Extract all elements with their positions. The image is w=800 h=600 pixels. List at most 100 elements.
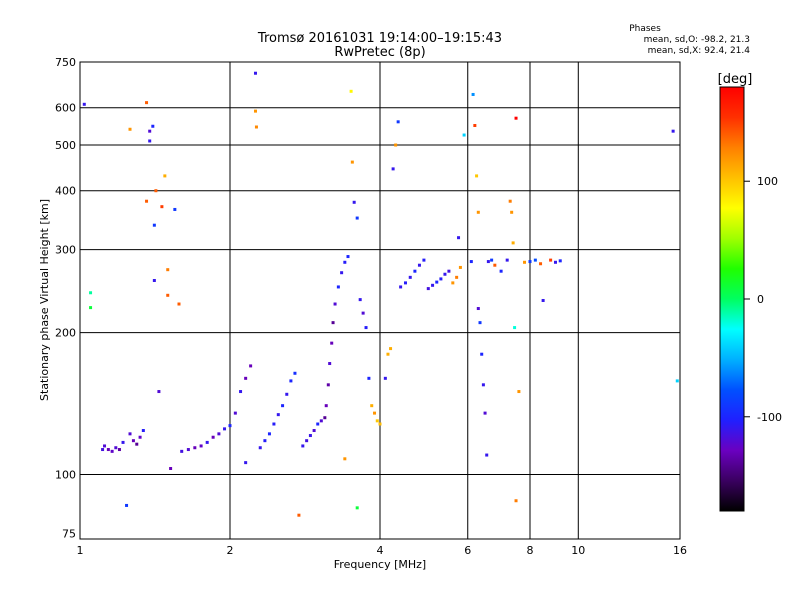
data-point (511, 241, 515, 245)
data-point (451, 281, 455, 285)
data-point (125, 503, 129, 507)
data-point (391, 167, 395, 171)
data-point (173, 207, 177, 211)
data-point (141, 429, 145, 433)
data-point (272, 422, 276, 426)
y-tick-label: 75 (62, 527, 76, 540)
data-point (373, 411, 377, 415)
data-point (258, 446, 262, 450)
data-point (152, 278, 156, 282)
data-point (462, 133, 466, 137)
data-point (471, 92, 475, 96)
data-point (343, 260, 347, 264)
data-point (439, 277, 443, 281)
data-point (281, 404, 285, 408)
data-point (166, 268, 170, 272)
stats-header: Phases (629, 24, 661, 34)
data-point (160, 205, 164, 209)
data-point (375, 419, 379, 423)
data-point (276, 413, 280, 417)
data-point (128, 127, 132, 131)
data-point (101, 448, 105, 452)
data-point (473, 124, 477, 128)
x-tick-label: 4 (377, 544, 384, 557)
data-point (481, 383, 485, 387)
data-point (254, 125, 258, 129)
data-point (326, 383, 330, 387)
data-point (403, 281, 407, 285)
data-point (469, 260, 473, 264)
y-tick-label: 750 (55, 56, 76, 69)
data-point (558, 259, 562, 263)
data-point (289, 379, 293, 383)
data-point (110, 449, 114, 453)
colorbar-tick-label: 100 (757, 175, 778, 188)
stats-x-line: mean, sd,X: 92.4, 21.4 (648, 46, 751, 56)
y-tick-label: 100 (55, 469, 76, 482)
data-point (205, 440, 209, 444)
data-point (297, 513, 301, 517)
data-point (333, 302, 337, 306)
data-point (151, 124, 155, 128)
data-point (193, 446, 197, 450)
data-point (671, 129, 675, 133)
data-point (293, 371, 297, 375)
data-point (480, 352, 484, 356)
data-point (408, 275, 412, 279)
data-point (505, 258, 509, 262)
data-point (228, 424, 232, 428)
data-point (513, 326, 517, 330)
data-point (336, 285, 340, 289)
data-point (263, 439, 267, 443)
data-point (399, 285, 403, 289)
data-point (233, 411, 237, 415)
y-tick-label: 300 (55, 244, 76, 257)
data-point (106, 448, 110, 452)
data-point (169, 467, 173, 471)
data-point (121, 440, 125, 444)
colorbar-tick-label: 0 (757, 293, 764, 306)
data-point (319, 419, 323, 423)
colorbar-label: [deg] (718, 72, 753, 87)
data-point (352, 200, 356, 204)
data-point (199, 444, 203, 448)
data-point (89, 291, 93, 295)
data-point (378, 422, 382, 426)
data-point (510, 210, 514, 214)
data-point (217, 432, 221, 436)
data-point (350, 160, 354, 164)
data-point (355, 216, 359, 220)
data-point (346, 255, 350, 259)
data-point (145, 199, 149, 203)
data-point (361, 311, 365, 315)
data-point (517, 390, 521, 394)
data-point (528, 260, 532, 264)
data-point (211, 435, 215, 439)
data-point (249, 364, 253, 368)
data-point (103, 444, 107, 448)
data-point (483, 411, 487, 415)
data-point (244, 376, 248, 380)
data-point (145, 101, 149, 105)
data-point (394, 143, 398, 147)
data-point (367, 376, 371, 380)
data-point (285, 392, 289, 396)
data-point (383, 376, 387, 380)
data-point (267, 432, 271, 436)
y-tick-labels: 75 100 200 300 400 500 600 750 (55, 56, 76, 540)
data-point (239, 390, 243, 394)
x-axis-label: Frequency [MHz] (334, 558, 426, 571)
data-point (541, 298, 545, 302)
data-point (533, 258, 537, 262)
data-point (316, 422, 320, 426)
colorbar-ticks: 100 0 -100 (744, 175, 782, 424)
data-point (253, 109, 257, 113)
data-point (180, 449, 184, 453)
data-point (426, 287, 430, 291)
data-point (324, 404, 328, 408)
data-point (331, 321, 335, 325)
data-point (475, 174, 479, 178)
plot-frame (79, 61, 681, 540)
stats-o-line: mean, sd,O: -98.2, 21.3 (644, 35, 750, 45)
